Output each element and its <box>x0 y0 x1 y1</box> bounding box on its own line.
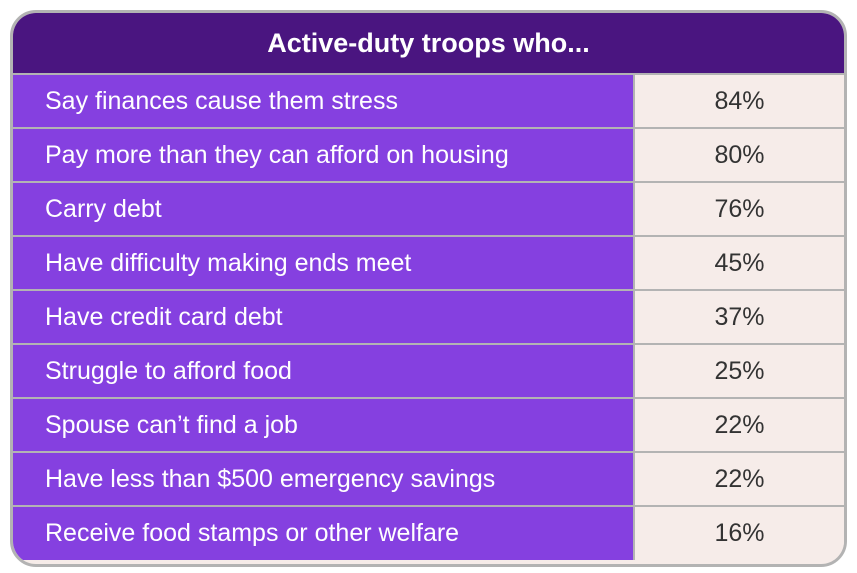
stats-table-card: Active-duty troops who... Say finances c… <box>10 10 847 567</box>
row-value: 16% <box>635 507 844 560</box>
table-row: Have less than $500 emergency savings 22% <box>13 453 844 507</box>
row-value: 25% <box>635 345 844 397</box>
row-value: 80% <box>635 129 844 181</box>
row-label: Have less than $500 emergency savings <box>13 453 635 505</box>
table-row: Carry debt 76% <box>13 183 844 237</box>
row-label: Receive food stamps or other welfare <box>13 507 635 560</box>
row-value: 22% <box>635 399 844 451</box>
row-value: 84% <box>635 75 844 127</box>
row-label: Have difficulty making ends meet <box>13 237 635 289</box>
table-row: Struggle to afford food 25% <box>13 345 844 399</box>
table-row: Have difficulty making ends meet 45% <box>13 237 844 291</box>
row-label: Struggle to afford food <box>13 345 635 397</box>
table-title: Active-duty troops who... <box>13 13 844 75</box>
row-value: 22% <box>635 453 844 505</box>
row-label: Have credit card debt <box>13 291 635 343</box>
stats-table: Say finances cause them stress 84% Pay mor… <box>13 75 844 560</box>
table-row: Receive food stamps or other welfare 16% <box>13 507 844 560</box>
row-value: 45% <box>635 237 844 289</box>
table-row: Pay more than they can afford on housing… <box>13 129 844 183</box>
row-label: Pay more than they can afford on housing <box>13 129 635 181</box>
row-value: 76% <box>635 183 844 235</box>
row-label: Say finances cause them stress <box>13 75 635 127</box>
row-label: Spouse can’t find a job <box>13 399 635 451</box>
table-row: Say finances cause them stress 84% <box>13 75 844 129</box>
table-row: Spouse can’t find a job 22% <box>13 399 844 453</box>
row-value: 37% <box>635 291 844 343</box>
table-row: Have credit card debt 37% <box>13 291 844 345</box>
row-label: Carry debt <box>13 183 635 235</box>
